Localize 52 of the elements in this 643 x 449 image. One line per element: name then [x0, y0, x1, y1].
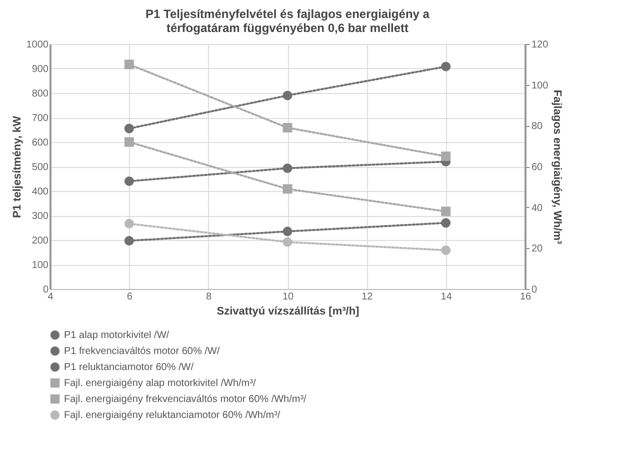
y2-axis-title: Fajlagos energiaigény, Wh/m³: [551, 90, 564, 245]
legend-label: Fajl. energiaigény reluktanciamotor 60% /Wh/m³/: [64, 410, 280, 421]
y2-tick-label: 40: [532, 202, 544, 214]
point: [441, 245, 451, 255]
y2-tick-label: 60: [532, 162, 544, 173]
y-tick-label: 100: [32, 260, 49, 271]
y-tick-label: 0: [42, 284, 49, 296]
point: [441, 206, 451, 216]
x-tick-label: 16: [520, 292, 532, 302]
point: [282, 237, 292, 247]
y-axis-title: P1 teljesítmény, kW: [11, 115, 24, 218]
x-tick-label: 14: [440, 292, 452, 302]
point: [282, 122, 292, 132]
point: [124, 176, 134, 186]
point: [124, 236, 134, 246]
legend-label: P1 frekvenciaváltós motor 60% /W/: [64, 346, 220, 357]
y-tick-label: 500: [32, 162, 49, 173]
x-tick-label: 6: [126, 292, 133, 302]
legend-label: Fajl. energiaigény alap motorkivitel /Wh/m³/: [64, 378, 256, 389]
point: [124, 218, 134, 228]
point: [282, 163, 292, 173]
point: [124, 124, 134, 134]
x-tick-label: 8: [206, 292, 212, 302]
y-tick-label: 1000: [26, 40, 49, 50]
point: [282, 90, 292, 100]
y2-tick-label: 0: [532, 284, 538, 296]
point: [124, 60, 134, 70]
y-tick-label: 800: [32, 88, 49, 100]
point: [441, 62, 451, 72]
y-tick-label: 400: [32, 186, 49, 198]
y-tick-label: 200: [32, 236, 49, 246]
point: [441, 152, 451, 162]
point: [282, 184, 292, 194]
x-tick-label: 4: [48, 292, 54, 302]
chart-title: P1 Teljesítményfelvétel és fajlagos energiaigény a térfogatáram függvényében 0,6 bar mellett: [146, 7, 430, 35]
y2-tick-label: 80: [532, 121, 544, 132]
y2-tick-label: 20: [532, 244, 544, 255]
point: [124, 137, 134, 147]
point: [282, 226, 292, 236]
y-tick-label: 300: [32, 211, 49, 222]
y2-tick-label: 120: [532, 40, 549, 50]
y-tick-label: 600: [32, 138, 49, 148]
x-tick-label: 12: [362, 292, 374, 302]
point: [441, 218, 451, 228]
legend-label: P1 alap motorkivitel /W/: [64, 330, 170, 341]
legend-label: Fajl. energiaigény frekvenciaváltós motor 60% /Wh/m³/: [64, 394, 307, 405]
y-tick-label: 700: [32, 113, 49, 124]
x-axis-title: Szivattyú vízszállítás [m³/h]: [216, 306, 360, 318]
x-tick-label: 10: [282, 292, 294, 302]
y-tick-label: 900: [32, 64, 49, 75]
legend-label: P1 reluktanciamotor 60% /W/: [64, 362, 194, 373]
y2-tick-label: 100: [532, 80, 549, 92]
